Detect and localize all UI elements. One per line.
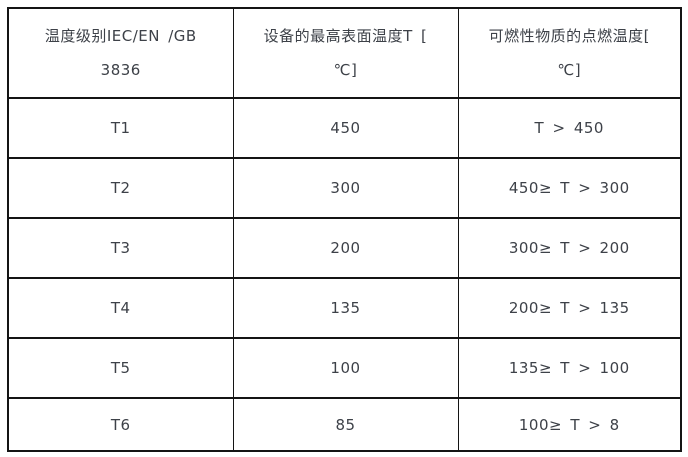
table-row: T6 85 100≥ T > 8 (7, 397, 682, 452)
cell-temperature-class: T6 (7, 397, 234, 452)
cell-max-surface-temp: 200 (232, 217, 459, 279)
cell-ignition-range: T > 450 (457, 97, 682, 159)
cell-max-surface-temp: 450 (232, 97, 459, 159)
cell-temperature-class: T4 (7, 277, 234, 339)
table-row: T5 100 135≥ T > 100 (7, 337, 682, 399)
cell-temperature-class: T1 (7, 97, 234, 159)
cell-ignition-range: 300≥ T > 200 (457, 217, 682, 279)
cell-ignition-range: 200≥ T > 135 (457, 277, 682, 339)
column-header-max-surface-temp: 设备的最高表面温度T [ ℃] (232, 7, 459, 99)
cell-max-surface-temp: 300 (232, 157, 459, 219)
cell-max-surface-temp: 85 (232, 397, 459, 452)
cell-temperature-class: T5 (7, 337, 234, 399)
cell-ignition-range: 100≥ T > 8 (457, 397, 682, 452)
cell-temperature-class: T3 (7, 217, 234, 279)
column-header-ignition-temp: 可燃性物质的点燃温度[ ℃] (457, 7, 682, 99)
cell-temperature-class: T2 (7, 157, 234, 219)
cell-max-surface-temp: 100 (232, 337, 459, 399)
cell-ignition-range: 450≥ T > 300 (457, 157, 682, 219)
cell-ignition-range: 135≥ T > 100 (457, 337, 682, 399)
cell-max-surface-temp: 135 (232, 277, 459, 339)
table-row: T2 300 450≥ T > 300 (7, 157, 682, 219)
table-row: T4 135 200≥ T > 135 (7, 277, 682, 339)
temperature-class-table: 温度级别IEC/EN /GB 3836 设备的最高表面温度T [ ℃] 可燃性物… (7, 7, 682, 452)
table-row: T3 200 300≥ T > 200 (7, 217, 682, 279)
column-header-temperature-class: 温度级别IEC/EN /GB 3836 (7, 7, 234, 99)
table-header-row: 温度级别IEC/EN /GB 3836 设备的最高表面温度T [ ℃] 可燃性物… (7, 7, 682, 99)
table-row: T1 450 T > 450 (7, 97, 682, 159)
